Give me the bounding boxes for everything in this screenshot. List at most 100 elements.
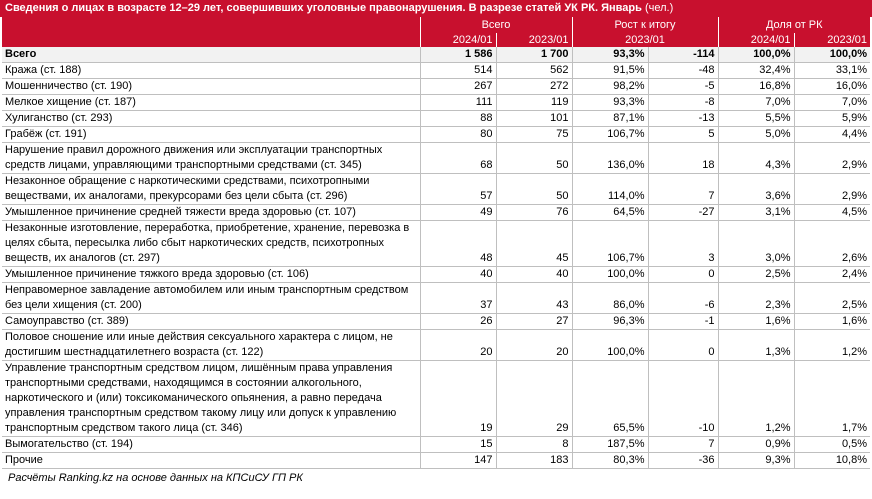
- cell-v2024: 49: [419, 204, 496, 221]
- header-total: Всего: [419, 17, 572, 33]
- cell-v2023: 75: [495, 126, 572, 143]
- cell-v2024: 15: [419, 436, 496, 453]
- header-blank: [2, 17, 420, 33]
- title-text: Сведения о лицах в возрасте 12–29 лет, с…: [5, 2, 642, 14]
- cell-v2023: 27: [495, 313, 572, 330]
- cell-pct: 65,5%: [571, 360, 648, 437]
- cell-pct: 64,5%: [571, 204, 648, 221]
- cell-s2024: 2,3%: [717, 282, 794, 314]
- table-row: Умышленное причинение тяжкого вреда здор…: [2, 266, 871, 283]
- cell-v2024: 19: [419, 360, 496, 437]
- cell-pct: 136,0%: [571, 142, 648, 174]
- table-row: Неправомерное завладение автомобилем или…: [2, 282, 871, 314]
- subheader-blank: [2, 33, 420, 47]
- cell-s2023: 2,9%: [793, 173, 871, 205]
- cell-v2023: 119: [495, 94, 572, 111]
- cell-v2023: 8: [495, 436, 572, 453]
- cell-v2024: 88: [419, 110, 496, 127]
- cell-s2024: 2,5%: [717, 266, 794, 283]
- cell-v2024: 514: [419, 62, 496, 79]
- cell-diff: -1: [647, 313, 718, 330]
- cell-pct: 91,5%: [571, 62, 648, 79]
- cell-s2023: 2,5%: [793, 282, 871, 314]
- cell-v2023: 183: [495, 452, 572, 469]
- cell-diff: -114: [647, 47, 718, 63]
- cell-v2023: 101: [495, 110, 572, 127]
- subheader-share-2023: 2023/01: [793, 33, 871, 47]
- data-table: Всего Рост к итогу Доля от РК 2024/01 20…: [2, 17, 871, 469]
- table-row: Мелкое хищение (ст. 187) 111 119 93,3% -8 7,0…: [2, 94, 871, 111]
- cell-s2024: 1,3%: [717, 329, 794, 361]
- cell-pct: 93,3%: [571, 47, 648, 63]
- cell-v2024: 57: [419, 173, 496, 205]
- table-row: Хулиганство (ст. 293) 88 101 87,1% -13 5,5% 5,…: [2, 110, 871, 127]
- cell-label: Хулиганство (ст. 293): [2, 110, 420, 127]
- cell-pct: 93,3%: [571, 94, 648, 111]
- table-row: Нарушение правил дорожного движения или …: [2, 142, 871, 174]
- cell-s2024: 5,5%: [717, 110, 794, 127]
- table-row: Самоуправство (ст. 389) 26 27 96,3% -1 1,6% 1,…: [2, 313, 871, 330]
- cell-s2024: 9,3%: [717, 452, 794, 469]
- cell-pct: 100,0%: [571, 266, 648, 283]
- cell-label: Кража (ст. 188): [2, 62, 420, 79]
- cell-diff: -27: [647, 204, 718, 221]
- cell-v2023: 562: [495, 62, 572, 79]
- cell-v2023: 1 700: [495, 47, 572, 63]
- title-unit: (чел.): [644, 2, 674, 14]
- cell-v2023: 20: [495, 329, 572, 361]
- cell-v2024: 40: [419, 266, 496, 283]
- cell-s2023: 1,7%: [793, 360, 871, 437]
- cell-label: Мелкое хищение (ст. 187): [2, 94, 420, 111]
- cell-diff: 0: [647, 329, 718, 361]
- table-row: Управление транспортным средством лицом,…: [2, 360, 871, 437]
- cell-s2023: 4,5%: [793, 204, 871, 221]
- cell-v2023: 45: [495, 220, 572, 267]
- cell-diff: -5: [647, 78, 718, 95]
- subheader-share-2024: 2024/01: [717, 33, 794, 47]
- cell-label: Прочие: [2, 452, 420, 469]
- cell-diff: -13: [647, 110, 718, 127]
- cell-v2024: 20: [419, 329, 496, 361]
- cell-s2024: 1,2%: [717, 360, 794, 437]
- header-share: Доля от РК: [717, 17, 871, 33]
- cell-v2024: 68: [419, 142, 496, 174]
- cell-pct: 187,5%: [571, 436, 648, 453]
- cell-label: Мошенничество (ст. 190): [2, 78, 420, 95]
- cell-label: Всего: [2, 47, 420, 63]
- cell-s2023: 2,6%: [793, 220, 871, 267]
- cell-label: Нарушение правил дорожного движения или …: [2, 142, 420, 174]
- cell-diff: 18: [647, 142, 718, 174]
- cell-diff: 3: [647, 220, 718, 267]
- cell-diff: -8: [647, 94, 718, 111]
- cell-s2023: 2,9%: [793, 142, 871, 174]
- cell-s2023: 4,4%: [793, 126, 871, 143]
- cell-label: Управление транспортным средством лицом,…: [2, 360, 420, 437]
- cell-v2023: 50: [495, 173, 572, 205]
- cell-v2023: 76: [495, 204, 572, 221]
- cell-diff: -36: [647, 452, 718, 469]
- cell-pct: 96,3%: [571, 313, 648, 330]
- cell-pct: 87,1%: [571, 110, 648, 127]
- table-title: Сведения о лицах в возрасте 12–29 лет, с…: [0, 0, 872, 17]
- cell-s2023: 1,2%: [793, 329, 871, 361]
- cell-s2024: 7,0%: [717, 94, 794, 111]
- table-row: Всего 1 586 1 700 93,3% -114 100,0% 100,0%: [2, 47, 871, 63]
- subheader-growth-2023: 2023/01: [571, 33, 718, 47]
- cell-pct: 106,7%: [571, 126, 648, 143]
- table-row: Кража (ст. 188) 514 562 91,5% -48 32,4% 33,1%: [2, 62, 871, 79]
- cell-diff: -48: [647, 62, 718, 79]
- cell-v2023: 40: [495, 266, 572, 283]
- cell-v2024: 37: [419, 282, 496, 314]
- table-row: Половое сношение или иные действия сексу…: [2, 329, 871, 361]
- footer-source: Расчёты Ranking.kz на основе данных на К…: [8, 472, 303, 484]
- cell-label: Грабёж (ст. 191): [2, 126, 420, 143]
- cell-v2024: 80: [419, 126, 496, 143]
- cell-label: Неправомерное завладение автомобилем или…: [2, 282, 420, 314]
- cell-pct: 98,2%: [571, 78, 648, 95]
- cell-s2024: 1,6%: [717, 313, 794, 330]
- cell-s2024: 3,0%: [717, 220, 794, 267]
- table-row: Вымогательство (ст. 194) 15 8 187,5% 7 0,9% 0,…: [2, 436, 871, 453]
- cell-s2023: 10,8%: [793, 452, 871, 469]
- cell-pct: 80,3%: [571, 452, 648, 469]
- cell-label: Умышленное причинение тяжкого вреда здор…: [2, 266, 420, 283]
